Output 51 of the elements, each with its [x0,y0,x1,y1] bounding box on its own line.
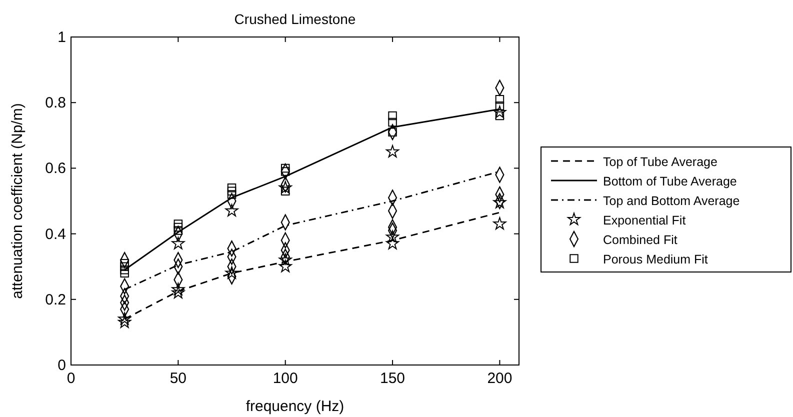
point [280,164,290,173]
x-tick-label: 50 [170,370,187,387]
point [278,181,292,194]
point [386,230,400,243]
point [225,204,238,216]
point [174,220,183,228]
x-tick-label: 200 [487,370,512,387]
point [174,226,183,235]
x-tick-label: 150 [380,370,406,387]
point [118,316,132,328]
y-tick-label: 0.2 [45,291,66,308]
x-axis-title: frequency (Hz) [246,398,344,415]
point [493,196,506,208]
point [120,268,129,278]
legend-label: Porous Medium Fit [603,252,708,266]
point [278,260,292,272]
point [493,106,506,118]
point [118,312,132,325]
y-axis-title: attenuation coefficient (Np/m) [9,103,26,299]
point [172,236,185,250]
y-tick-label: 0.4 [45,226,66,243]
point [388,111,397,120]
point [495,94,504,104]
point [495,102,504,110]
y-tick-label: 0.8 [45,94,66,112]
legend-label: Exponential Fit [603,214,686,228]
point [120,266,129,274]
legend-label: Top of Tube Average [603,155,718,169]
point [172,282,185,296]
point [225,266,238,279]
point [172,286,185,298]
point [386,144,400,158]
point [280,167,290,176]
point [388,118,397,127]
point [227,184,236,192]
point [227,190,236,199]
legend-label: Combined Fit [603,233,678,247]
y-tick-label: 1 [58,29,66,46]
y-tick-label: 0 [58,357,66,374]
point [493,217,506,230]
chart-title: Crushed Limestone [234,11,356,27]
point [227,186,236,196]
legend-label: Bottom of Tube Average [603,174,737,188]
point [278,253,292,266]
legend-label: Top and Bottom Average [603,194,740,208]
x-tick-label: 100 [272,370,298,387]
point [120,258,129,268]
y-tick-label: 0.6 [45,160,66,178]
point [174,222,183,232]
point [120,262,129,271]
point [386,236,400,250]
